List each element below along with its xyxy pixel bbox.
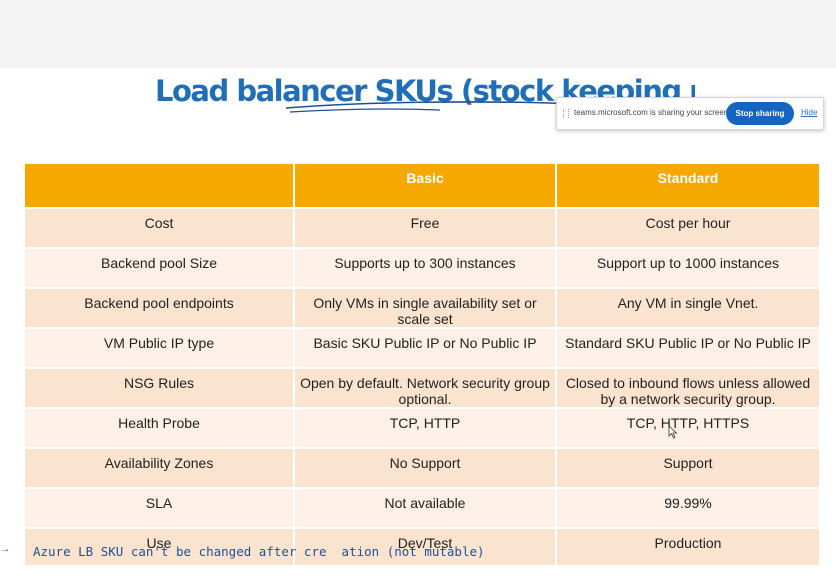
sku-comparison-table: Basic Standard Cost Free Cost per hour B…: [23, 162, 821, 567]
standard-cell: Support up to 1000 instances: [557, 249, 819, 287]
feature-cell: Health Probe: [25, 409, 293, 447]
basic-cell: TCP, HTTP: [295, 409, 555, 447]
header-standard: Standard: [557, 164, 819, 207]
feature-cell: VM Public IP type: [25, 329, 293, 367]
standard-cell: 99.99%: [557, 489, 819, 527]
basic-cell: Basic SKU Public IP or No Public IP: [295, 329, 555, 367]
handwritten-annotation: Azure LB SKU can't be changed after cre …: [33, 544, 485, 559]
table-row: NSG Rules Open by default. Network secur…: [25, 369, 819, 407]
feature-cell: Backend pool endpoints: [25, 289, 293, 327]
screen-share-bar: teams.microsoft.com is sharing your scre…: [556, 97, 824, 130]
share-message: teams.microsoft.com is sharing your scre…: [574, 108, 731, 117]
basic-cell: Open by default. Network security group …: [295, 369, 555, 407]
header-basic: Basic: [295, 164, 555, 207]
table-row: Health Probe TCP, HTTP TCP, HTTP, HTTPS: [25, 409, 819, 447]
standard-cell: Any VM in single Vnet.: [557, 289, 819, 327]
header-feature: [25, 164, 293, 207]
basic-cell: Not available: [295, 489, 555, 527]
table-row: Use Dev/Test Production: [25, 529, 819, 565]
table-row: Backend pool Size Supports up to 300 ins…: [25, 249, 819, 287]
feature-cell: Availability Zones: [25, 449, 293, 487]
table-row: Backend pool endpoints Only VMs in singl…: [25, 289, 819, 327]
basic-cell: Supports up to 300 instances: [295, 249, 555, 287]
basic-cell: Free: [295, 209, 555, 247]
table-row: SLA Not available 99.99%: [25, 489, 819, 527]
standard-cell: Support: [557, 449, 819, 487]
basic-cell: No Support: [295, 449, 555, 487]
standard-cell: Standard SKU Public IP or No Public IP: [557, 329, 819, 367]
standard-cell: Cost per hour: [557, 209, 819, 247]
standard-cell: Closed to inbound flows unless allowed b…: [557, 369, 819, 407]
mouse-cursor-icon: [668, 425, 678, 439]
feature-cell: SLA: [25, 489, 293, 527]
standard-cell: TCP, HTTP, HTTPS: [557, 409, 819, 447]
basic-cell: Only VMs in single availability set or s…: [295, 289, 555, 327]
basic-cell: Dev/Test: [295, 529, 555, 565]
feature-cell: NSG Rules: [25, 369, 293, 407]
feature-cell: Cost: [25, 209, 293, 247]
table-row: Cost Free Cost per hour: [25, 209, 819, 247]
hide-link[interactable]: Hide: [801, 108, 818, 117]
table-row: VM Public IP type Basic SKU Public IP or…: [25, 329, 819, 367]
top-bar: [0, 0, 836, 68]
feature-cell: Use: [25, 529, 293, 565]
arrow-icon: →: [0, 544, 10, 555]
feature-cell: Backend pool Size: [25, 249, 293, 287]
table-row: Availability Zones No Support Support: [25, 449, 819, 487]
stop-sharing-button[interactable]: Stop sharing: [726, 102, 794, 125]
table-header-row: Basic Standard: [25, 164, 819, 207]
drag-grip-icon[interactable]: [563, 109, 569, 118]
standard-cell: Production: [557, 529, 819, 565]
